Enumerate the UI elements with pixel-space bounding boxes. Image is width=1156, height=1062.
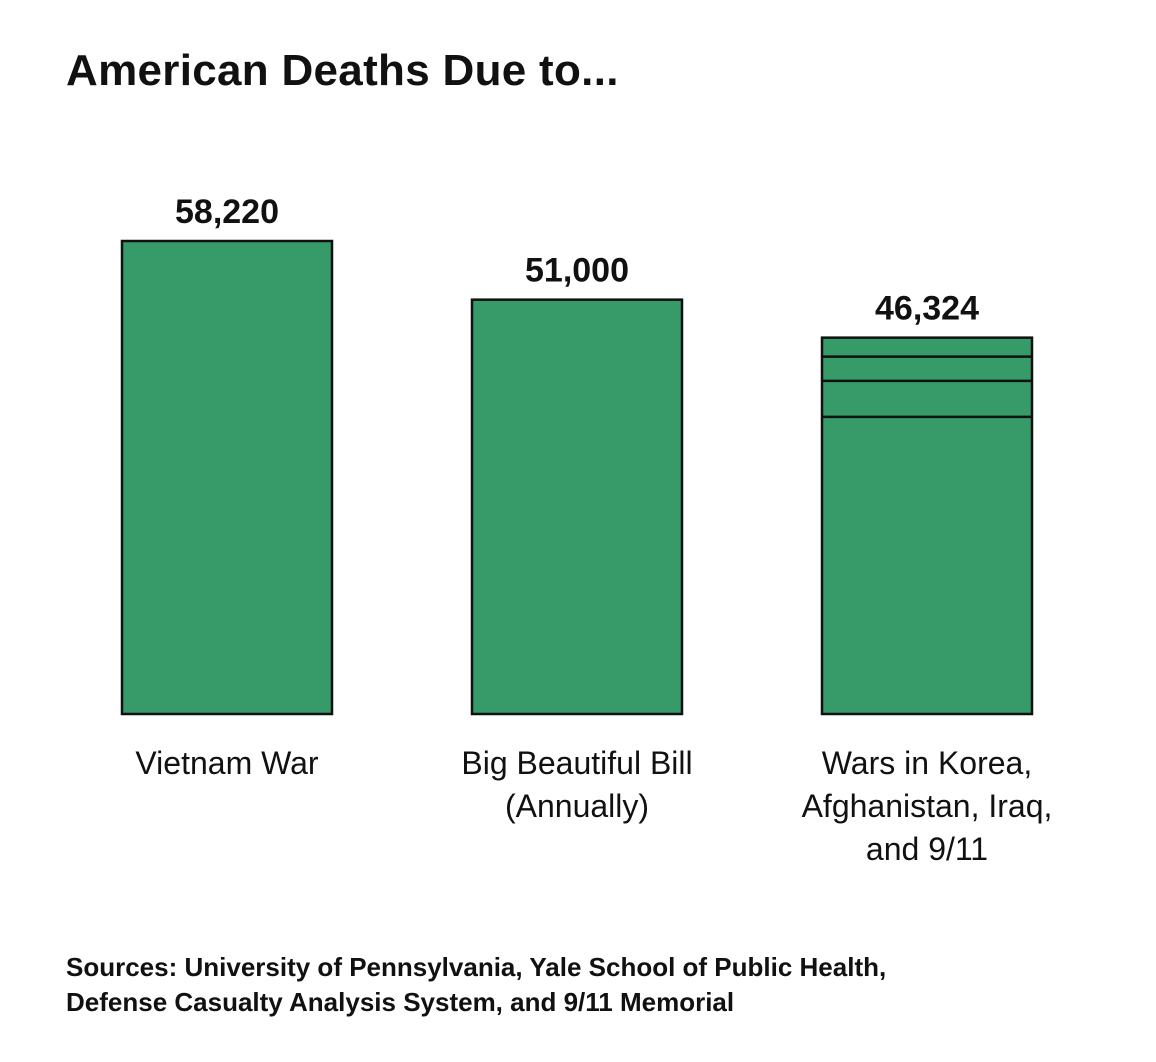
bar-group: 46,324 Wars in Korea, Afghanistan, Iraq, an… — [802, 290, 1053, 867]
sources-line-2: Defense Casualty Analysis System, and 9/… — [66, 987, 735, 1017]
category-label: Wars in Korea, Afghanistan, Iraq, and 9/11 — [802, 745, 1053, 867]
bar-group: 58,220 Vietnam War — [120, 193, 334, 781]
bar-group: 51,000 Big Beautiful Bill (Annually) — [461, 252, 692, 824]
sources-line-1: Sources: University of Pennsylvania, Yal… — [66, 952, 887, 982]
bar — [470, 298, 684, 716]
bar-chart: 58,220 Vietnam War 51,000 Big Beautiful Bil… — [120, 193, 1053, 867]
bar-value-label: 46,324 — [875, 290, 979, 328]
category-label: Vietnam War — [135, 745, 319, 781]
bar-value-label: 58,220 — [175, 193, 279, 231]
chart-title: American Deaths Due to... — [66, 46, 619, 95]
sources-note: Sources: University of Pennsylvania, Yal… — [66, 950, 886, 1020]
bar-value-label: 51,000 — [525, 252, 629, 290]
bar — [820, 336, 1034, 716]
category-label: Big Beautiful Bill (Annually) — [461, 745, 692, 824]
bar — [120, 239, 334, 716]
